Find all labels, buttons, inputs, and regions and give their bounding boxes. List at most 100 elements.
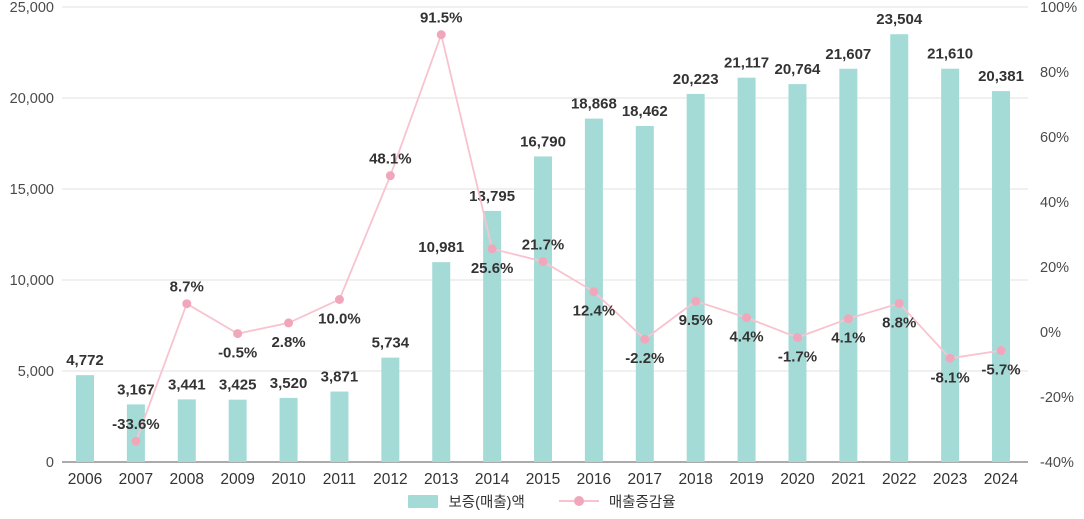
x-axis-category-label: 2009 (220, 471, 254, 487)
x-axis-category-label: 2023 (933, 471, 967, 487)
x-axis-category-label: 2014 (475, 471, 510, 487)
bar (737, 77, 756, 463)
bar (534, 156, 553, 462)
bar (483, 210, 502, 462)
percent-label: 2.8% (271, 334, 305, 351)
x-axis-category-label: 2018 (678, 471, 712, 487)
line-marker (284, 318, 294, 328)
left-axis-tick-label: 10,000 (10, 273, 54, 289)
bar (432, 262, 451, 462)
percent-label: -33.6% (112, 416, 160, 433)
growth-line (135, 31, 1002, 442)
line-marker (182, 299, 192, 309)
right-axis-tick-label: -20% (1040, 390, 1074, 406)
line-marker (742, 313, 752, 323)
x-axis-category-label: 2007 (119, 471, 153, 487)
left-axis-tick-label: 25,000 (10, 0, 54, 16)
bar-value-label: 3,425 (219, 377, 257, 394)
right-axis-tick-label: 0% (1040, 325, 1061, 341)
bar-value-label: 13,795 (469, 188, 515, 205)
line-marker (385, 171, 395, 181)
bar (330, 391, 349, 462)
line-swatch-dot (573, 496, 584, 506)
x-axis-category-label: 2006 (68, 471, 102, 487)
bar-value-label: 21,610 (927, 46, 973, 63)
bar (228, 399, 247, 462)
line-marker (589, 287, 599, 297)
x-axis-category-label: 2021 (831, 471, 865, 487)
combo-chart: 25,000 20,000 15,000 10,000 5,000 0 100% 80% 60%… (10, 0, 1078, 488)
line-marker (334, 295, 344, 304)
x-axis-category-label: 2024 (984, 471, 1019, 487)
line-marker (843, 314, 853, 324)
bar-value-label: 16,790 (520, 133, 566, 150)
bar-series-swatch-icon (408, 494, 439, 508)
percent-label: 8.7% (170, 279, 204, 296)
bar (177, 399, 196, 462)
percent-label: -1.7% (778, 349, 817, 366)
line-marker (131, 436, 141, 446)
right-axis-tick-label: 80% (1040, 65, 1069, 81)
percent-label: -2.2% (625, 350, 664, 367)
line-marker (640, 334, 650, 344)
right-axis-tick-label: 40% (1040, 195, 1069, 211)
percent-label: -0.5% (218, 345, 257, 362)
percent-label: 9.5% (679, 312, 713, 329)
x-axis-category-label: 2008 (170, 471, 204, 487)
bar-value-label: 23,504 (876, 11, 923, 28)
line-marker (538, 256, 548, 266)
left-axis-tick-label: 5,000 (18, 364, 54, 380)
line-marker (792, 333, 802, 343)
percent-label: 21.7% (522, 236, 565, 253)
percent-label: 4.4% (729, 329, 763, 346)
left-axis-tick-label: 0 (46, 455, 54, 471)
right-axis-tick-label: -40% (1040, 455, 1074, 471)
line-marker (945, 353, 955, 363)
x-axis-category-label: 2015 (526, 471, 560, 487)
x-axis-category-label: 2022 (882, 471, 916, 487)
bar-value-label: 3,167 (117, 381, 155, 398)
line-marker (436, 30, 446, 40)
bar-value-label: 21,607 (825, 46, 871, 63)
percent-label: -5.7% (981, 362, 1020, 379)
bar-value-label: 3,441 (168, 376, 206, 393)
x-axis-category-label: 2013 (424, 471, 458, 487)
bar-value-label: 3,520 (270, 375, 308, 392)
bar (839, 68, 858, 463)
x-axis-category-label: 2017 (628, 471, 662, 487)
line-series-swatch-icon (558, 496, 599, 506)
bar-value-label: 18,462 (622, 103, 668, 120)
percent-label: 25.6% (471, 260, 514, 277)
legend-bar-label: 보증(매출)액 (448, 494, 525, 511)
percent-label: 10.0% (318, 311, 361, 328)
line-marker (894, 298, 904, 308)
bar (686, 93, 705, 462)
percent-label: 91.5% (420, 10, 463, 27)
legend-line-label: 매출증감율 (608, 494, 676, 511)
bar (890, 34, 909, 462)
x-axis-category-label: 2019 (729, 471, 763, 487)
percent-label: 48.1% (369, 151, 412, 168)
bar (279, 397, 298, 462)
bar-value-label: 20,223 (673, 71, 719, 88)
bar-value-label: 4,772 (66, 352, 104, 369)
bar (635, 125, 654, 462)
right-axis-tick-label: 100% (1040, 0, 1077, 16)
bar (992, 91, 1011, 463)
left-axis-tick-label: 20,000 (10, 91, 54, 107)
bar-value-label: 20,381 (978, 68, 1024, 85)
bar-value-label: 20,764 (775, 61, 822, 78)
line-marker (233, 329, 243, 339)
chart-legend: 보증(매출)액 매출증감율 (0, 487, 1084, 515)
x-axis-category-label: 2016 (577, 471, 611, 487)
bar (941, 68, 960, 462)
bar (126, 404, 145, 462)
right-axis-tick-label: 20% (1040, 260, 1069, 276)
x-axis-category-label: 2011 (323, 471, 356, 487)
bar-value-label: 10,981 (418, 239, 464, 256)
line-marker (487, 244, 497, 254)
bar-value-label: 3,871 (321, 369, 359, 386)
bar-value-label: 21,117 (724, 55, 769, 72)
bar (76, 375, 94, 462)
